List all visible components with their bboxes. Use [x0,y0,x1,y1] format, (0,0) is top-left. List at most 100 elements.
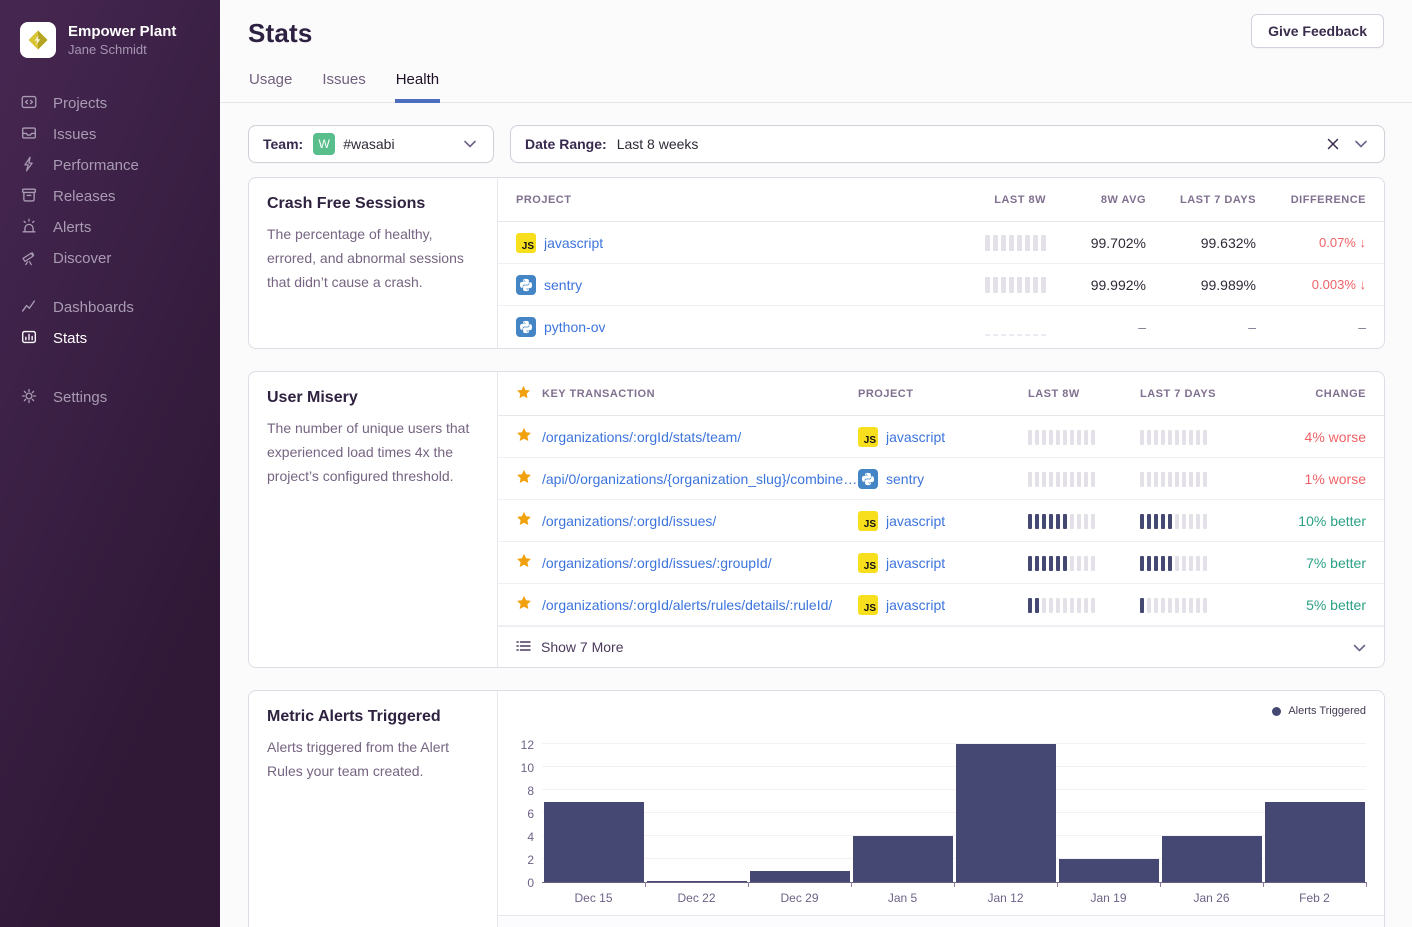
key-transaction-star-icon[interactable] [516,595,532,614]
tab-issues[interactable]: Issues [321,71,366,103]
table-row: sentry 99.992% 99.989% 0.003% ↓ [498,264,1384,306]
project-link[interactable]: javascript [544,235,603,251]
sidebar-item-discover[interactable]: Discover [20,243,200,274]
tab-usage[interactable]: Usage [248,71,293,103]
list-icon [516,639,531,656]
stats-bar-chart-icon [20,328,38,350]
bar-slot [645,723,748,882]
column-header: Last 7 Days [1180,194,1256,206]
sparkline-8w [1028,428,1140,445]
bar-slot [1263,723,1366,882]
sidebar-item-label: Dashboards [53,299,134,316]
sidebar-item-releases[interactable]: Releases [20,181,200,212]
bar-Jan 26[interactable] [1162,836,1262,882]
give-feedback-button[interactable]: Give Feedback [1251,14,1384,48]
chart-y-axis: 024681012 [512,723,542,883]
sidebar-item-label: Discover [53,250,111,267]
table-row: JSjavascript 99.702% 99.632% 0.07% ↓ [498,222,1384,264]
python-platform-icon [516,317,536,337]
sidebar-item-label: Alerts [53,219,91,236]
chart-legend[interactable]: Alerts Triggered [512,703,1366,719]
change-value: 7% better [1306,555,1366,571]
key-transaction-star-icon[interactable] [516,511,532,530]
column-header: Key Transaction [542,388,655,400]
sparkline-7d [1140,554,1258,571]
alerts-siren-icon [20,217,38,239]
user-misery-panel: User Misery The number of unique users t… [248,371,1385,668]
org-name: Empower Plant [68,22,176,41]
key-transaction-star-icon[interactable] [516,469,532,488]
bar-Jan 12[interactable] [956,744,1056,882]
transaction-link[interactable]: /organizations/:orgId/issues/ [542,513,716,529]
bar-slot [851,723,954,882]
sidebar-item-dashboards[interactable]: Dashboards [20,292,200,323]
panel-title: Metric Alerts Triggered [267,708,479,726]
key-transaction-star-icon[interactable] [516,427,532,446]
bar-Dec 29[interactable] [750,871,850,883]
org-logo-icon [20,22,56,58]
projects-icon [20,93,38,115]
key-transaction-star-icon[interactable] [516,553,532,572]
last-7d-value: 99.632% [1201,235,1256,251]
y-tick-label: 8 [527,784,534,798]
bar-slot [748,723,851,882]
team-select[interactable]: Team: W #wasabi [248,125,494,163]
bar-Dec 15[interactable] [544,802,644,883]
sparkline-7d [1140,512,1258,529]
org-switcher[interactable]: Empower Plant Jane Schmidt [0,22,220,58]
column-header: Project [516,194,946,206]
metric-alerts-panel: Metric Alerts Triggered Alerts triggered… [248,690,1385,927]
javascript-platform-icon: JS [858,427,878,447]
team-avatar: W [313,133,335,155]
last-7d-value: – [1248,319,1256,335]
bar-Jan 19[interactable] [1059,859,1159,882]
show-more-button[interactable]: Show 7 More [498,626,1384,667]
python-platform-icon [858,469,878,489]
project-link[interactable]: javascript [886,597,945,613]
sidebar-item-stats[interactable]: Stats [20,323,200,354]
difference-value: 0.07% ↓ [1319,235,1366,250]
project-link[interactable]: javascript [886,429,945,445]
project-link[interactable]: python-ov [544,319,605,335]
sparkline [985,234,1046,251]
project-link[interactable]: javascript [886,513,945,529]
y-tick-label: 12 [521,738,534,752]
releases-icon [20,186,38,208]
sidebar-item-settings[interactable]: Settings [20,382,200,413]
clear-date-range-icon[interactable] [1324,135,1342,153]
sidebar-item-performance[interactable]: Performance [20,150,200,181]
date-range-select[interactable]: Date Range: Last 8 weeks [510,125,1385,163]
bar-Jan 5[interactable] [853,836,953,882]
org-info: Empower Plant Jane Schmidt [68,22,176,58]
bar-Dec 22[interactable] [647,881,747,882]
team-select-value: #wasabi [343,136,394,152]
transaction-link[interactable]: /organizations/:orgId/alerts/rules/detai… [542,597,832,613]
date-range-value: Last 8 weeks [617,136,699,152]
project-link[interactable]: sentry [886,471,924,487]
table-row: /api/0/organizations/{organization_slug}… [498,458,1384,500]
bar-slot [542,723,645,882]
transaction-link[interactable]: /organizations/:orgId/issues/:groupId/ [542,555,772,571]
sidebar-item-projects[interactable]: Projects [20,88,200,119]
tab-health[interactable]: Health [395,71,440,103]
project-link[interactable]: javascript [886,555,945,571]
chevron-down-icon [461,137,479,151]
sparkline-8w [1028,470,1140,487]
sidebar-item-alerts[interactable]: Alerts [20,212,200,243]
sparkline [985,276,1046,293]
key-transaction-star-icon [516,385,532,403]
column-header: Project [858,388,1028,400]
sidebar-item-issues[interactable]: Issues [20,119,200,150]
transaction-link[interactable]: /api/0/organizations/{organization_slug}… [542,471,857,487]
metric-alerts-description-pane: Metric Alerts Triggered Alerts triggered… [249,691,498,927]
x-tick-label: Dec 15 [542,891,645,905]
change-value: 1% worse [1305,471,1366,487]
transaction-link[interactable]: /organizations/:orgId/stats/team/ [542,429,741,445]
chevron-down-icon [1352,137,1370,151]
project-link[interactable]: sentry [544,277,582,293]
table-header-row: Key Transaction Project Last 8W Last 7 D… [498,372,1384,416]
x-tick-label: Jan 19 [1057,891,1160,905]
column-header: Difference [1291,194,1366,206]
sidebar-item-label: Releases [53,188,116,205]
bar-Feb 2[interactable] [1265,802,1365,883]
